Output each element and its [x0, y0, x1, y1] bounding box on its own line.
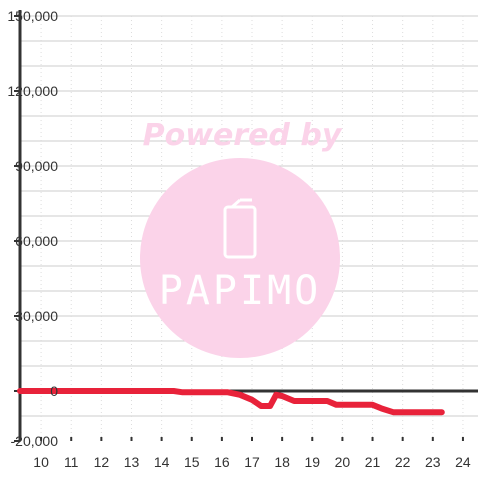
x-tick-label: 18 — [274, 454, 290, 470]
x-tick-label: 19 — [304, 454, 320, 470]
tick-labels: -20,000 0 30,000 60,000 90,000 120,000 150,000… — [7, 8, 471, 470]
x-tick-label: 23 — [425, 454, 441, 470]
phone-icon — [223, 198, 257, 259]
y-tick-label: 150,000 — [7, 8, 58, 24]
x-tick-label: 17 — [244, 454, 260, 470]
x-tick-label: 11 — [64, 454, 79, 470]
y-tick-label: 0 — [50, 383, 58, 399]
x-tick-label: 10 — [33, 454, 49, 470]
x-tick-label: 20 — [335, 454, 351, 470]
papimo-logo-text: PAPIMO — [159, 268, 322, 314]
series — [17, 388, 445, 416]
series-line — [17, 388, 445, 416]
x-tick-label: 21 — [365, 454, 381, 470]
y-tick-label: 120,000 — [7, 83, 58, 99]
x-tick-label: 15 — [184, 454, 200, 470]
x-tick-label: 12 — [94, 454, 110, 470]
watermark-powered-by-text: Powered by — [143, 118, 343, 153]
y-tick-label: 90,000 — [15, 158, 58, 174]
x-tick-label: 16 — [214, 454, 230, 470]
x-tick-label: 13 — [124, 454, 140, 470]
x-tick-label: 24 — [455, 454, 471, 470]
x-tick-label: 22 — [395, 454, 411, 470]
y-tick-label: -20,000 — [11, 433, 59, 449]
y-tick-label: 60,000 — [15, 233, 58, 249]
x-tick-label: 14 — [154, 454, 170, 470]
watermark: Powered by PAPIMO — [140, 118, 343, 358]
y-tick-label: 30,000 — [15, 308, 58, 324]
